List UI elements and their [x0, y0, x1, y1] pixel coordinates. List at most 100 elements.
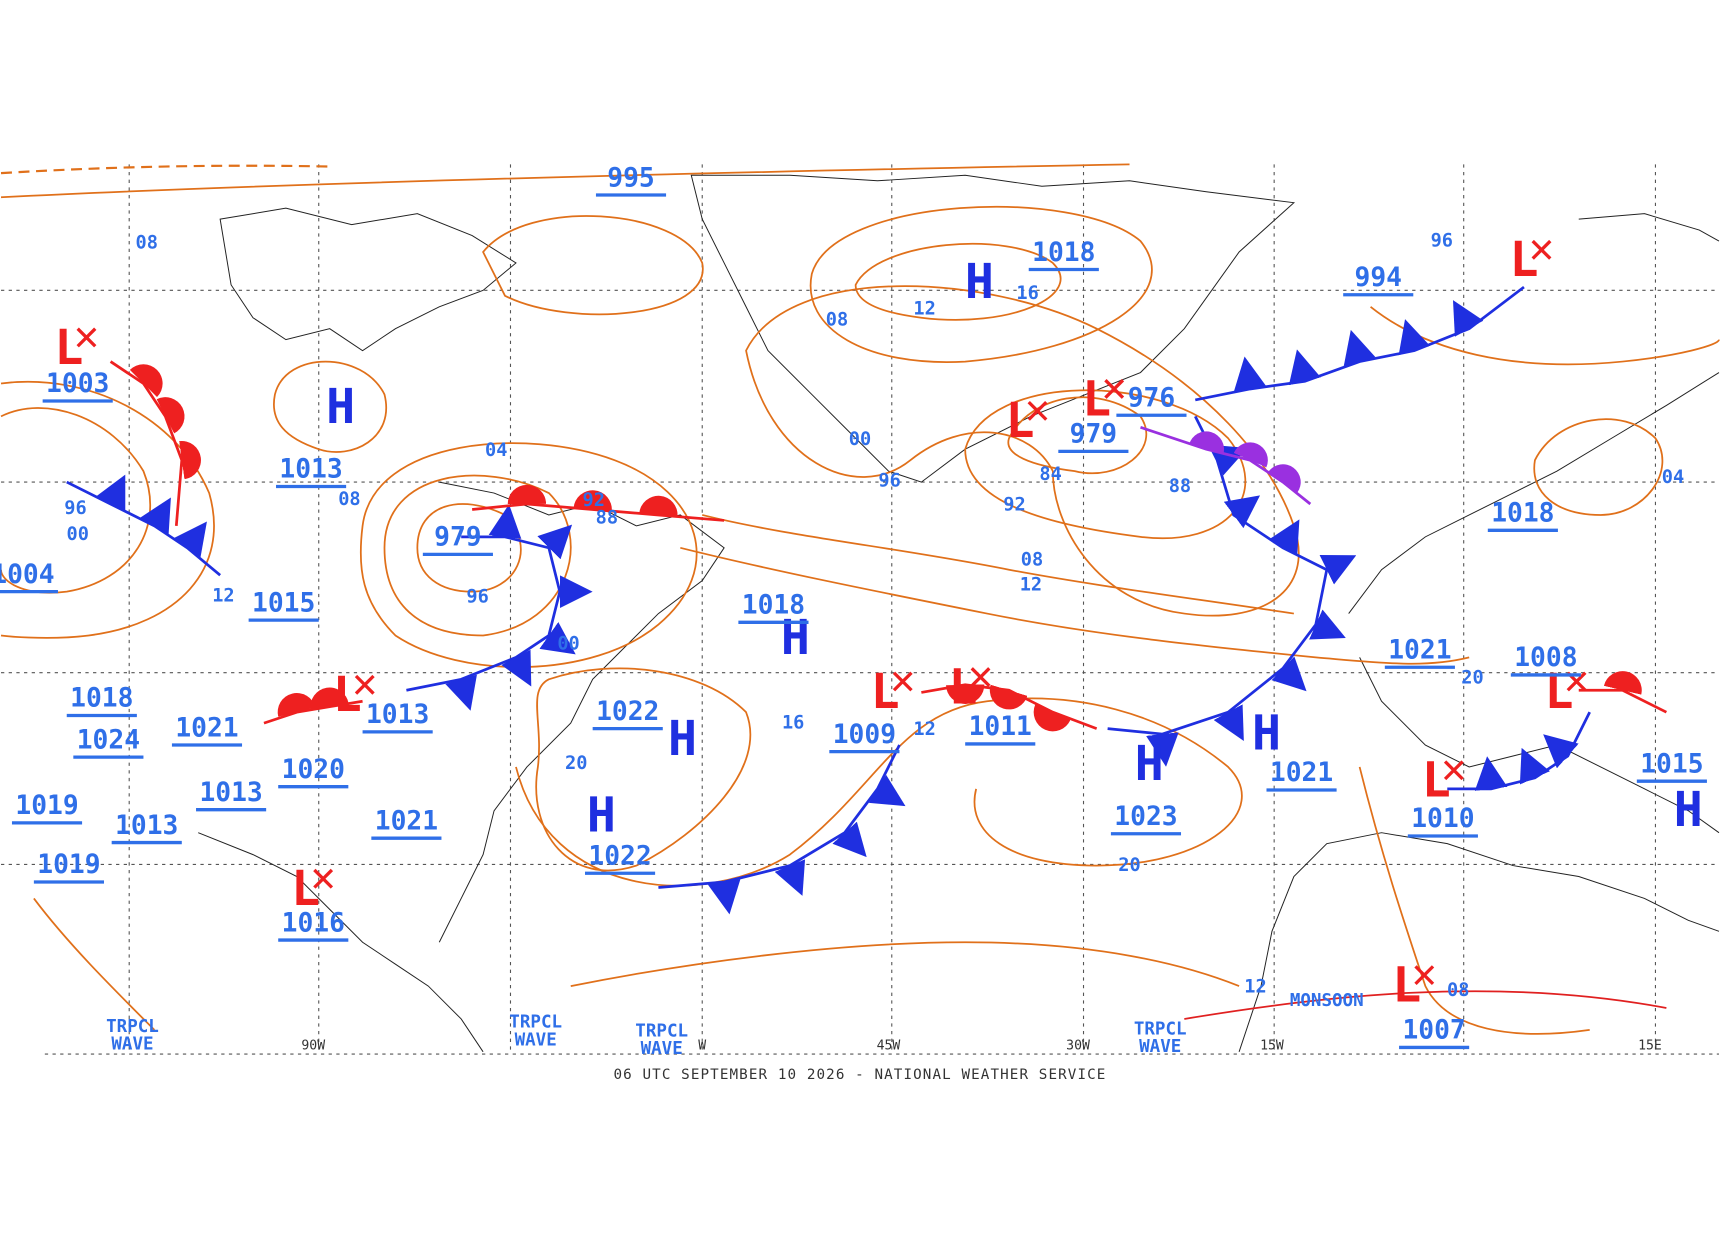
isobar-label: 08	[338, 489, 360, 510]
pressure-label: 1018	[742, 591, 805, 621]
isobar-label: 16	[1016, 283, 1038, 304]
isobar	[809, 205, 1153, 363]
isobar-label: 20	[565, 753, 587, 774]
isobar	[359, 442, 698, 668]
longitude-label: 45W	[877, 1039, 901, 1054]
pressure-label: 1018	[1491, 499, 1554, 529]
center-symbol: H	[781, 610, 810, 666]
coastline	[1348, 372, 1720, 614]
cold-front	[1447, 711, 1591, 791]
isobar	[570, 941, 1240, 987]
isobar	[1007, 396, 1148, 475]
low-mark	[1414, 965, 1435, 986]
isobar	[535, 667, 752, 872]
isobar-label: 84	[1039, 464, 1061, 485]
low-mark	[1566, 671, 1587, 692]
pressure-label: 1021	[175, 713, 238, 743]
pressure-label: 979	[434, 523, 481, 553]
pressure-label: 1003	[46, 369, 109, 399]
pressure-label: 1009	[833, 720, 896, 750]
tropical-wave-label: TRPCL WAVE	[1134, 1019, 1187, 1057]
isobar-label: 20	[1118, 855, 1140, 876]
pressure-label: 1021	[1270, 758, 1333, 788]
isobar-label: 08	[1021, 549, 1043, 570]
longitude-label: 15E	[1638, 1039, 1662, 1054]
isobar-label: 20	[1461, 668, 1483, 689]
pressure-label: 1015	[252, 588, 315, 618]
low-mark	[1443, 760, 1464, 781]
isobars	[0, 163, 1720, 1035]
low-mark	[354, 674, 375, 695]
isobar-label: 04	[1662, 467, 1684, 488]
low-mark	[1104, 379, 1125, 399]
isobar	[680, 546, 1470, 665]
pressure-label: 1013	[115, 811, 178, 841]
isobar-label: 00	[849, 429, 871, 450]
tropical-wave-label: TRPCL WAVE	[106, 1017, 159, 1055]
low-mark	[892, 671, 913, 692]
center-symbol: H	[965, 254, 994, 310]
pressure-label: 1013	[199, 778, 262, 808]
cold-front	[406, 504, 593, 711]
center-symbol: H	[668, 711, 697, 767]
pressure-label: 994	[1355, 263, 1402, 293]
footer: 06 UTC SEPTEMBER 10 2026 - NATIONAL WEAT…	[614, 1067, 1107, 1083]
isobar	[273, 360, 387, 453]
isobar-label: 00	[66, 524, 88, 545]
pressure-label: 1019	[15, 791, 78, 821]
isobar	[1358, 766, 1590, 1035]
coastline	[1238, 832, 1720, 1052]
tropical-wave-label: TRPCL WAVE	[635, 1021, 688, 1059]
center-symbol: H	[1252, 705, 1281, 761]
longitude-label: 30W	[1066, 1039, 1090, 1054]
coastline	[1578, 213, 1720, 242]
pressure-label: 979	[1070, 420, 1117, 450]
pressure-label: 1022	[588, 841, 651, 871]
isobar-label: 96	[64, 498, 86, 519]
warm-front	[263, 687, 363, 725]
coastline	[219, 207, 517, 352]
center-symbol: H	[1674, 782, 1703, 838]
longitude-label: 90W	[301, 1039, 325, 1054]
isobar-label: 12	[1244, 977, 1266, 998]
center-symbol: H	[326, 379, 355, 435]
pressure-label: 1018	[1032, 238, 1095, 268]
low-mark	[970, 667, 991, 688]
pressure-label: 1007	[1402, 1016, 1465, 1046]
isobar	[482, 215, 704, 316]
isobar-label: 88	[1169, 476, 1191, 497]
pressure-label: 1022	[596, 697, 659, 727]
warm-front	[1578, 671, 1668, 714]
isobar	[1533, 418, 1664, 516]
pressure-label: 1021	[375, 806, 438, 836]
isobar-label: 96	[1431, 231, 1453, 252]
cold-front	[1195, 285, 1525, 402]
isobar-label: 92	[583, 490, 605, 511]
pressure-label: 1020	[282, 755, 345, 785]
pressure-label: 976	[1128, 383, 1175, 413]
isobar-label: 88	[596, 508, 618, 529]
pressure-label: 1023	[1114, 802, 1177, 832]
isobar	[854, 243, 1062, 321]
warm-front	[472, 484, 725, 522]
pressure-label: 1024	[77, 725, 140, 755]
isobar	[0, 163, 1130, 199]
pressure-label: 1011	[969, 712, 1032, 742]
tropical-wave-label: TRPCL WAVE	[509, 1013, 562, 1051]
isobar-label: 12	[913, 719, 935, 740]
pressure-label: 1018	[70, 684, 133, 714]
pressure-label: 1021	[1388, 635, 1451, 665]
isobar-label: 96	[466, 587, 488, 608]
longitude-label: W	[698, 1039, 706, 1054]
coastlines	[198, 174, 1720, 1053]
pressure-label: 1019	[37, 850, 100, 880]
isobar	[33, 897, 156, 1031]
pressure-label: 1013	[366, 700, 429, 730]
isobar	[1184, 990, 1667, 1020]
monsoon-label: MONSOON	[1290, 991, 1364, 1011]
low-mark	[313, 868, 334, 889]
isobar-label: 04	[485, 440, 507, 461]
coastline	[690, 174, 1296, 483]
